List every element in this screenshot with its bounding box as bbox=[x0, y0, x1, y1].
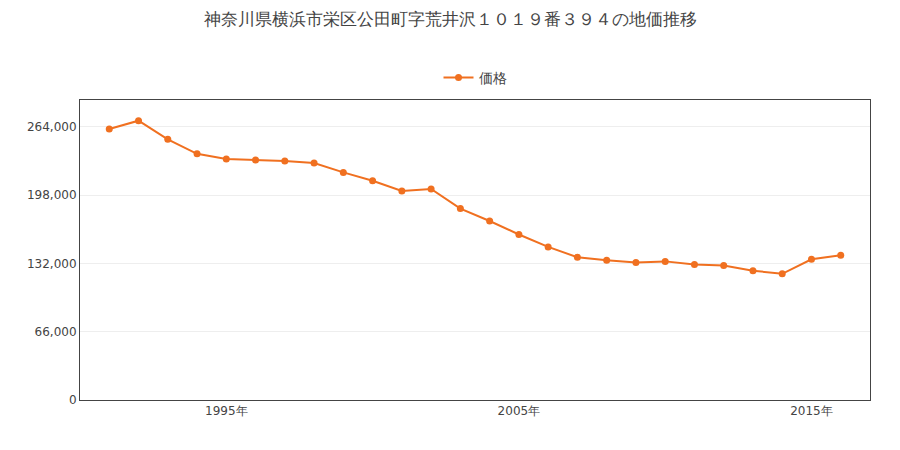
svg-text:価格: 価格 bbox=[479, 70, 507, 86]
svg-text:2005年: 2005年 bbox=[498, 404, 541, 418]
svg-text:1995年: 1995年 bbox=[205, 404, 248, 418]
svg-text:264,000: 264,000 bbox=[27, 120, 77, 134]
svg-text:0: 0 bbox=[69, 393, 77, 407]
svg-text:神奈川県横浜市栄区公田町字荒井沢１０１９番３９４の地価推移: 神奈川県横浜市栄区公田町字荒井沢１０１９番３９４の地価推移 bbox=[204, 9, 697, 29]
svg-text:2015年: 2015年 bbox=[790, 404, 833, 418]
svg-text:198,000: 198,000 bbox=[27, 188, 77, 202]
svg-text:132,000: 132,000 bbox=[27, 257, 77, 271]
svg-text:66,000: 66,000 bbox=[35, 325, 77, 339]
